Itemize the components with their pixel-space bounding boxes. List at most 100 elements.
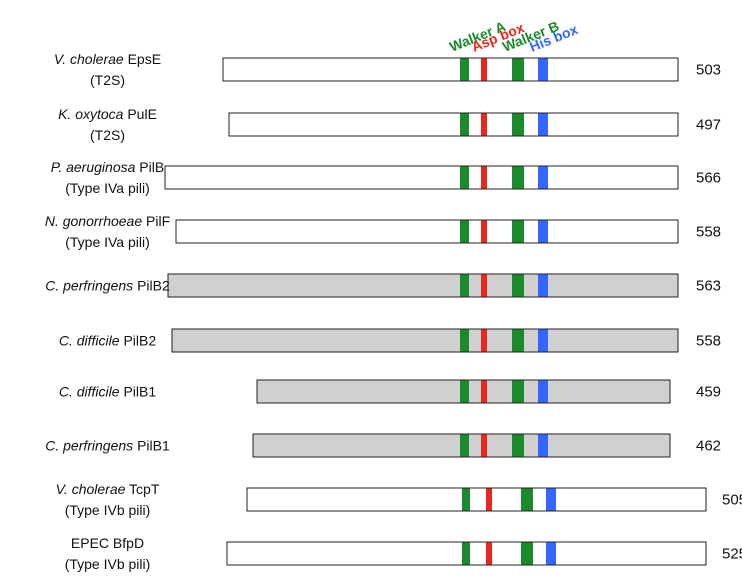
species-name: P. aeruginosa — [50, 159, 136, 175]
protein-length: 505 — [722, 491, 742, 509]
motif-block — [512, 166, 524, 189]
motif-block — [512, 58, 524, 81]
motif-block — [460, 274, 469, 297]
motif-block — [460, 434, 469, 457]
motif-block — [462, 488, 470, 511]
motif-block — [462, 542, 470, 565]
protein-length: 525 — [722, 545, 742, 563]
motif-block — [460, 380, 469, 403]
protein-name: V. cholerae TcpT — [5, 479, 210, 500]
protein-label: K. oxytoca PulE (T2S) — [5, 104, 210, 146]
protein-name: C. perfringens PilB2 — [5, 276, 210, 297]
secretion-system: (Type IVb pili) — [64, 502, 151, 518]
motif-block — [512, 113, 524, 136]
species-name: C. perfringens — [45, 277, 134, 294]
protein-label: C. perfringens PilB2 — [5, 276, 210, 297]
protein-length: 462 — [696, 437, 722, 455]
protein-length: 497 — [696, 116, 722, 134]
protein-bar — [222, 57, 679, 82]
protein-label: EPEC BfpD (Type IVb pili) — [5, 533, 210, 575]
species-name: N. gonorrhoeae — [44, 213, 143, 229]
motif-block — [481, 380, 487, 403]
protein-length: 558 — [696, 332, 722, 350]
species-name: C. difficile — [58, 332, 120, 349]
protein-id: PulE — [127, 106, 157, 122]
protein-bar — [228, 112, 679, 137]
protein-id: PilF — [146, 213, 171, 229]
protein-label: C. difficile PilB2 — [5, 331, 210, 352]
motif-block — [486, 488, 492, 511]
protein-id: PilB1 — [123, 383, 157, 400]
motif-block — [538, 434, 548, 457]
motif-block — [512, 274, 524, 297]
protein-length: 459 — [696, 383, 722, 401]
protein-name: V. cholerae EpsE — [5, 49, 210, 70]
motif-block — [512, 220, 524, 243]
species-name: V. cholerae — [55, 481, 126, 497]
protein-label: V. cholerae EpsE (T2S) — [5, 49, 210, 91]
motif-block — [460, 220, 469, 243]
species-name: C. difficile — [58, 383, 120, 400]
protein-label: C. difficile PilB1 — [5, 382, 210, 403]
secretion-system: (Type IVa pili) — [65, 234, 150, 250]
motif-block — [481, 220, 487, 243]
motif-block — [460, 329, 469, 352]
protein-label: V. cholerae TcpT (Type IVb pili) — [5, 479, 210, 521]
protein-id: PilB2 — [137, 277, 170, 294]
protein-name: N. gonorrhoeae PilF — [5, 211, 210, 232]
protein-name: P. aeruginosa PilB — [5, 157, 210, 178]
secretion-system: (Type IVa pili) — [65, 180, 150, 196]
protein-label: P. aeruginosa PilB (Type IVa pili) — [5, 157, 210, 199]
motif-block — [512, 380, 524, 403]
protein-length: 566 — [696, 169, 722, 187]
motif-block — [481, 113, 487, 136]
protein-name: EPEC BfpD — [5, 533, 210, 554]
protein-label: C. perfringens PilB1 — [5, 436, 210, 457]
motif-block — [538, 58, 548, 81]
protein-id: EPEC BfpD — [70, 535, 145, 551]
motif-block — [460, 166, 469, 189]
protein-label: N. gonorrhoeae PilF (Type IVa pili) — [5, 211, 210, 253]
protein-name: C. difficile PilB2 — [5, 331, 210, 352]
protein-id: PilB2 — [123, 332, 157, 349]
motif-block — [512, 329, 524, 352]
motif-block — [538, 274, 548, 297]
species-name: V. cholerae — [53, 51, 124, 67]
protein-bar — [246, 487, 707, 512]
motif-block — [538, 166, 548, 189]
motif-block — [538, 380, 548, 403]
protein-bar — [164, 165, 679, 190]
secretion-system: (Type IVb pili) — [64, 556, 151, 572]
motif-block — [546, 488, 556, 511]
motif-block — [538, 113, 548, 136]
motif-block — [512, 434, 524, 457]
motif-block — [486, 542, 492, 565]
protein-name: C. difficile PilB1 — [5, 382, 210, 403]
motif-block — [481, 274, 487, 297]
motif-block — [521, 542, 533, 565]
motif-block — [481, 329, 487, 352]
protein-length: 558 — [696, 223, 722, 241]
motif-block — [460, 58, 469, 81]
protein-bar — [175, 219, 679, 244]
motif-block — [481, 58, 487, 81]
protein-id: PilB1 — [137, 437, 170, 454]
secretion-system: (T2S) — [90, 72, 125, 88]
protein-bar — [167, 273, 679, 298]
protein-length: 563 — [696, 277, 722, 295]
protein-length: 503 — [696, 61, 722, 79]
protein-id: TcpT — [129, 481, 160, 497]
motif-block — [521, 488, 533, 511]
motif-block — [538, 220, 548, 243]
protein-bar — [171, 328, 679, 353]
motif-block — [546, 542, 556, 565]
motif-block — [481, 434, 487, 457]
species-name: C. perfringens — [45, 437, 134, 454]
protein-name: K. oxytoca PulE — [5, 104, 210, 125]
protein-id: EpsE — [127, 51, 162, 67]
species-name: K. oxytoca — [58, 106, 124, 122]
secretion-system: (T2S) — [90, 127, 125, 143]
motif-block — [481, 166, 487, 189]
